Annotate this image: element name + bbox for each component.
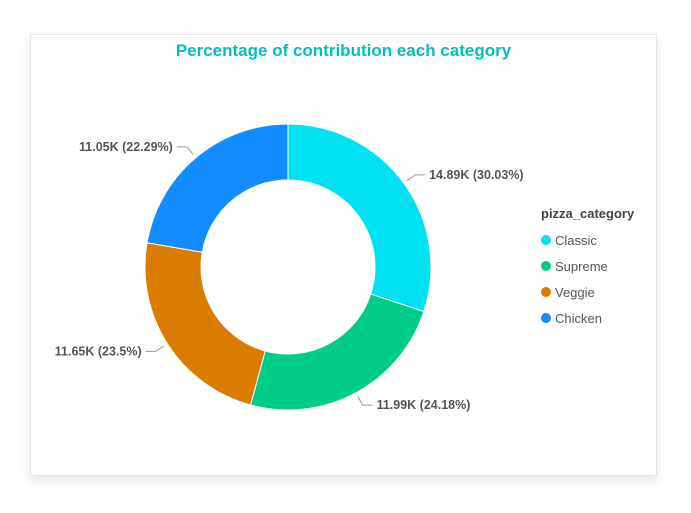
data-label-veggie: 11.65K (23.5%) [55, 344, 142, 358]
data-label-classic: 14.89K (30.03%) [429, 168, 524, 182]
data-label-supreme: 11.99K (24.18%) [377, 398, 471, 412]
legend-label: Veggie [555, 284, 595, 300]
legend-swatch-classic [541, 235, 551, 245]
legend-title: pizza_category [541, 206, 635, 221]
data-label-chicken: 11.05K (22.29%) [79, 140, 173, 154]
legend-item-chicken[interactable]: Chicken [541, 305, 634, 331]
legend-item-veggie[interactable]: Veggie [541, 279, 634, 305]
legend-label: Chicken [555, 310, 602, 326]
leader-line-supreme [357, 396, 373, 406]
leader-line-veggie [145, 345, 165, 352]
legend-swatch-chicken [541, 313, 551, 323]
chart-card: Percentage of contribution each category… [30, 34, 657, 476]
leader-line-classic [406, 174, 426, 182]
slice-chicken[interactable] [146, 123, 289, 253]
legend-item-classic[interactable]: Classic [541, 227, 634, 253]
slice-supreme[interactable] [249, 293, 425, 411]
legend-label: Classic [555, 232, 597, 248]
slice-classic[interactable] [287, 123, 432, 313]
legend-swatch-veggie [541, 287, 551, 297]
donut-chart: 14.89K (30.03%) 11.99K (24.18%) 11.65K (23… [55, 123, 524, 412]
legend-item-supreme[interactable]: Supreme [541, 253, 634, 279]
slice-veggie[interactable] [144, 242, 266, 406]
legend-label: Supreme [555, 258, 608, 274]
chart-title: Percentage of contribution each category [175, 41, 512, 60]
legend-swatch-supreme [541, 261, 551, 271]
legend: pizza_category Classic Supreme Veggie Ch… [541, 206, 634, 331]
leader-line-chicken [176, 146, 194, 155]
